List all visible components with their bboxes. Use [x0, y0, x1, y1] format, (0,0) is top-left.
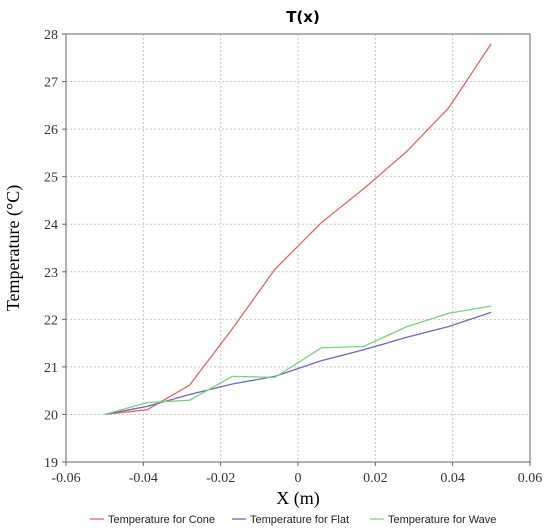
- series-line: [104, 311, 492, 416]
- y-tick-label: 23: [44, 266, 58, 281]
- x-tick-label: 0.04: [440, 471, 465, 486]
- y-tick-label: 26: [44, 123, 58, 138]
- series-layer: [104, 43, 492, 416]
- x-tick-label: 0.02: [363, 471, 388, 486]
- y-tick-label: 24: [44, 218, 58, 233]
- grid: [66, 34, 530, 462]
- series-line: [104, 305, 492, 416]
- legend-label: Temperature for Wave: [388, 514, 496, 526]
- x-tick-label: -0.06: [51, 471, 80, 486]
- x-axis-label: X (m): [276, 488, 320, 509]
- y-tick-label: 28: [44, 28, 58, 43]
- y-tick-labels: 19 20 21 22 23 24 25 26 27 28: [44, 28, 66, 471]
- y-tick-label: 22: [44, 313, 58, 328]
- x-tick-label: 0.06: [518, 471, 543, 486]
- legend-label: Temperature for Cone: [108, 514, 215, 526]
- y-tick-label: 21: [44, 361, 58, 376]
- chart-title: T(x): [286, 8, 320, 26]
- x-tick-label: -0.04: [129, 471, 158, 486]
- series-line: [104, 43, 492, 416]
- y-tick-label: 25: [44, 171, 58, 186]
- x-tick-label: -0.02: [206, 471, 235, 486]
- x-tick-label: 0: [295, 471, 302, 486]
- legend: Temperature for Cone Temperature for Flat…: [90, 514, 496, 526]
- y-tick-label: 20: [44, 408, 58, 423]
- y-axis-label: Temperature (°C): [3, 185, 24, 311]
- y-tick-label: 27: [44, 76, 58, 91]
- y-tick-label: 19: [44, 456, 58, 471]
- legend-label: Temperature for Flat: [250, 514, 349, 526]
- x-tick-labels: -0.06 -0.04 -0.02 0 0.02 0.04 0.06: [51, 462, 542, 486]
